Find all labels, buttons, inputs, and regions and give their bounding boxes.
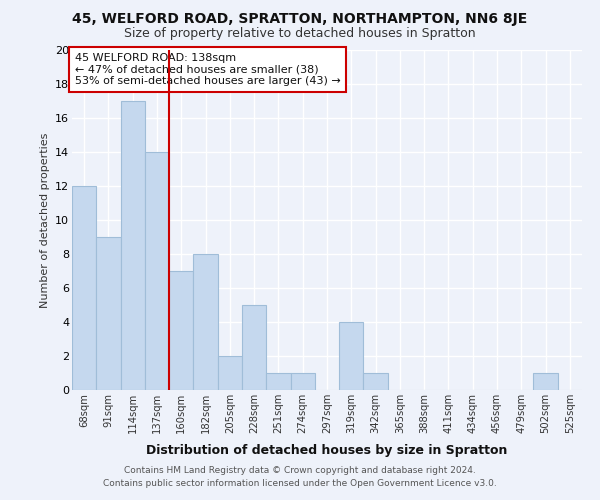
Bar: [72, 186, 96, 390]
Bar: [242, 305, 266, 390]
Text: Contains HM Land Registry data © Crown copyright and database right 2024.
Contai: Contains HM Land Registry data © Crown c…: [103, 466, 497, 487]
Bar: [96, 237, 121, 390]
Bar: [339, 322, 364, 390]
Bar: [121, 101, 145, 390]
Text: 45, WELFORD ROAD, SPRATTON, NORTHAMPTON, NN6 8JE: 45, WELFORD ROAD, SPRATTON, NORTHAMPTON,…: [73, 12, 527, 26]
Bar: [169, 271, 193, 390]
Text: Size of property relative to detached houses in Spratton: Size of property relative to detached ho…: [124, 28, 476, 40]
X-axis label: Distribution of detached houses by size in Spratton: Distribution of detached houses by size …: [146, 444, 508, 458]
Bar: [364, 373, 388, 390]
Bar: [266, 373, 290, 390]
Bar: [533, 373, 558, 390]
Text: 45 WELFORD ROAD: 138sqm
← 47% of detached houses are smaller (38)
53% of semi-de: 45 WELFORD ROAD: 138sqm ← 47% of detache…: [75, 53, 341, 86]
Bar: [145, 152, 169, 390]
Bar: [193, 254, 218, 390]
Bar: [290, 373, 315, 390]
Bar: [218, 356, 242, 390]
Y-axis label: Number of detached properties: Number of detached properties: [40, 132, 50, 308]
